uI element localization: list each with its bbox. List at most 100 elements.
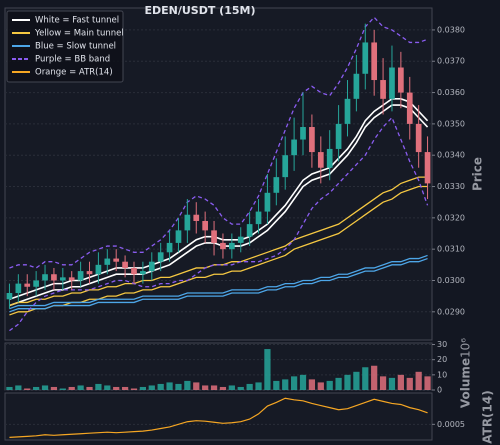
- candle-body: [122, 261, 128, 268]
- volume-bar: [415, 371, 422, 390]
- volume-bar: [326, 380, 333, 390]
- candle-body: [42, 274, 48, 281]
- candle-body: [68, 277, 75, 281]
- band-line: [9, 104, 429, 307]
- atr-line: [9, 397, 428, 438]
- candle-body: [33, 280, 39, 287]
- legend-label: Blue = Slow tunnel: [35, 42, 116, 52]
- band-line: [9, 116, 429, 332]
- candle-body: [326, 148, 333, 168]
- volume-bar: [86, 386, 93, 390]
- candle-body: [309, 127, 315, 153]
- candle-body: [166, 242, 173, 253]
- candle-body: [104, 258, 111, 265]
- volume-bar: [255, 382, 262, 390]
- candle-body: [193, 214, 200, 221]
- volume-bar: [130, 388, 138, 390]
- candle-body: [264, 192, 271, 212]
- candle-body: [335, 123, 342, 149]
- y-tick-label: 0.0290: [437, 307, 465, 316]
- candle-body: [140, 271, 146, 275]
- y-tick-label: 0.0380: [437, 25, 465, 34]
- band-line: [9, 257, 428, 313]
- y-tick-label: 0.0320: [437, 213, 465, 222]
- candle-body: [246, 224, 253, 237]
- volume-bar: [184, 380, 191, 390]
- volume-bar: [202, 385, 209, 390]
- legend-label: Yellow = Main tunnel: [34, 29, 124, 39]
- candle-body: [424, 152, 431, 184]
- plot-layer: 0.0290 0.0300 0.0310 0.0320 0.0330 0.0340 0.03…: [5, 16, 465, 438]
- volume-bar: [406, 377, 413, 390]
- candle-body: [15, 283, 22, 294]
- volume-bar: [228, 385, 235, 390]
- candle-body: [389, 67, 395, 99]
- volume-bar: [15, 385, 22, 390]
- candle-body: [344, 98, 351, 124]
- volume-bar: [424, 376, 431, 390]
- volume-bar: [104, 385, 111, 390]
- volume-bar: [335, 377, 342, 390]
- volume-bar: [77, 385, 84, 390]
- volume-bar: [157, 383, 164, 390]
- legend-label: Orange = ATR(14): [35, 68, 113, 78]
- volume-bar: [24, 388, 31, 390]
- candle-body: [282, 155, 289, 178]
- y-tick-label: 0.0340: [437, 151, 465, 160]
- band-line: [9, 254, 428, 310]
- volume-bar: [166, 382, 173, 390]
- candle-body: [113, 258, 120, 262]
- candle-body: [211, 230, 217, 243]
- legend-box: [6, 10, 124, 83]
- y-tick-label: 0.0300: [437, 276, 465, 285]
- candle-body: [255, 211, 262, 225]
- candle-body: [273, 177, 280, 193]
- volume-bar: [291, 376, 298, 390]
- volume-panel: [4, 342, 433, 391]
- volume-bar: [59, 388, 66, 390]
- candle-body: [202, 220, 209, 231]
- candle-body: [362, 42, 369, 74]
- volume-bar: [193, 382, 200, 390]
- volume-bar: [210, 385, 218, 390]
- candle-body: [24, 283, 31, 287]
- volume-bar: [175, 383, 182, 390]
- candle-body: [406, 92, 413, 124]
- y-axis-label: ATR(14): [481, 390, 495, 443]
- volume-bar: [344, 374, 351, 390]
- volume-bar: [379, 376, 387, 390]
- legend: White = Fast tunnel Yellow = Main tunnel B…: [6, 10, 124, 83]
- volume-bar: [33, 386, 40, 390]
- y-tick-label: 10: [437, 370, 447, 379]
- candle-body: [86, 271, 93, 275]
- y-axis-label: Price: [471, 157, 485, 191]
- y-tick-label: 0.0360: [437, 88, 465, 97]
- y-tick-label: 20: [437, 355, 447, 364]
- candle-body: [300, 127, 306, 140]
- volume-bar: [353, 371, 360, 390]
- y-tick-label: 0.0370: [437, 57, 465, 66]
- volume-bar: [308, 379, 316, 390]
- volume-bar: [299, 374, 307, 390]
- candle-body: [220, 242, 226, 250]
- axis-scale-label: 10⁶: [459, 338, 473, 358]
- volume-bar: [121, 386, 129, 390]
- candle-body: [291, 139, 297, 156]
- candle-body: [380, 80, 386, 99]
- volume-bar: [6, 386, 13, 390]
- candle-body: [95, 264, 102, 275]
- y-tick-label: 0: [437, 386, 442, 395]
- volume-bar: [264, 349, 271, 390]
- volume-bar: [273, 380, 280, 390]
- legend-label: White = Fast tunnel: [35, 16, 119, 26]
- candle-body: [77, 271, 84, 281]
- candle-body: [157, 252, 164, 262]
- candle-body: [184, 214, 191, 231]
- candle-body: [237, 236, 244, 243]
- candle-body: [317, 152, 324, 168]
- volume-bar: [68, 386, 75, 390]
- candle-body: [228, 242, 235, 250]
- volume-bar: [41, 385, 49, 390]
- candle-body: [371, 42, 378, 81]
